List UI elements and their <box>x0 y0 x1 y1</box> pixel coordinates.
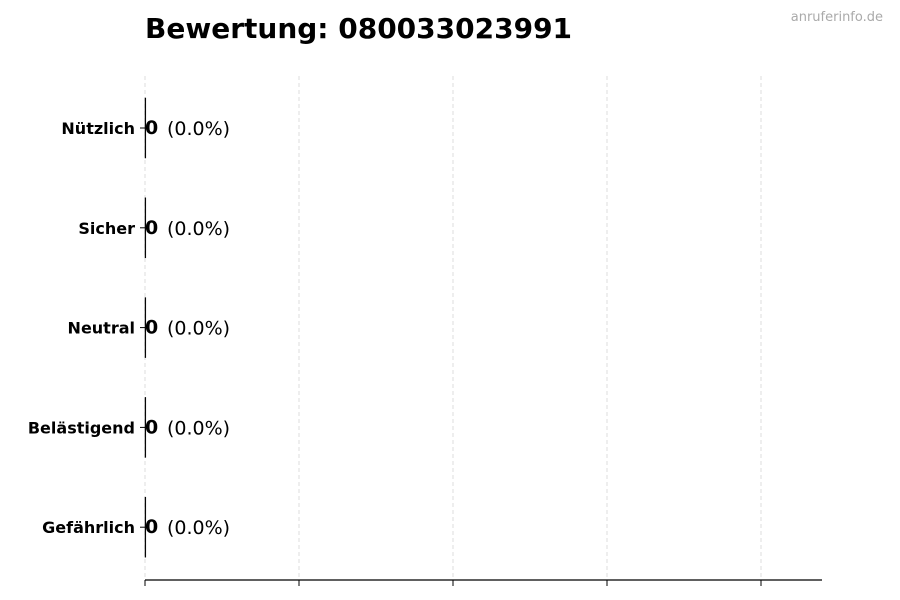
data-label-percent: (0.0%) <box>167 318 230 340</box>
data-label-count: 0 <box>145 217 158 239</box>
data-label-percent: (0.0%) <box>167 417 230 439</box>
data-label-percent: (0.0%) <box>167 218 230 240</box>
data-label-count: 0 <box>145 416 158 438</box>
data-label-count: 0 <box>145 117 158 139</box>
data-label-percent: (0.0%) <box>167 517 230 539</box>
category-label: Belästigend <box>28 418 135 437</box>
category-label: Gefährlich <box>42 518 135 537</box>
chart-title: Bewertung: 080033023991 <box>145 12 573 45</box>
watermark: anruferinfo.de <box>790 10 883 25</box>
data-label-percent: (0.0%) <box>167 118 230 140</box>
category-label: Sicher <box>78 219 135 238</box>
category-label: Nützlich <box>61 119 135 138</box>
data-label-count: 0 <box>145 516 158 538</box>
data-label-count: 0 <box>145 317 158 339</box>
category-label: Neutral <box>68 319 135 338</box>
